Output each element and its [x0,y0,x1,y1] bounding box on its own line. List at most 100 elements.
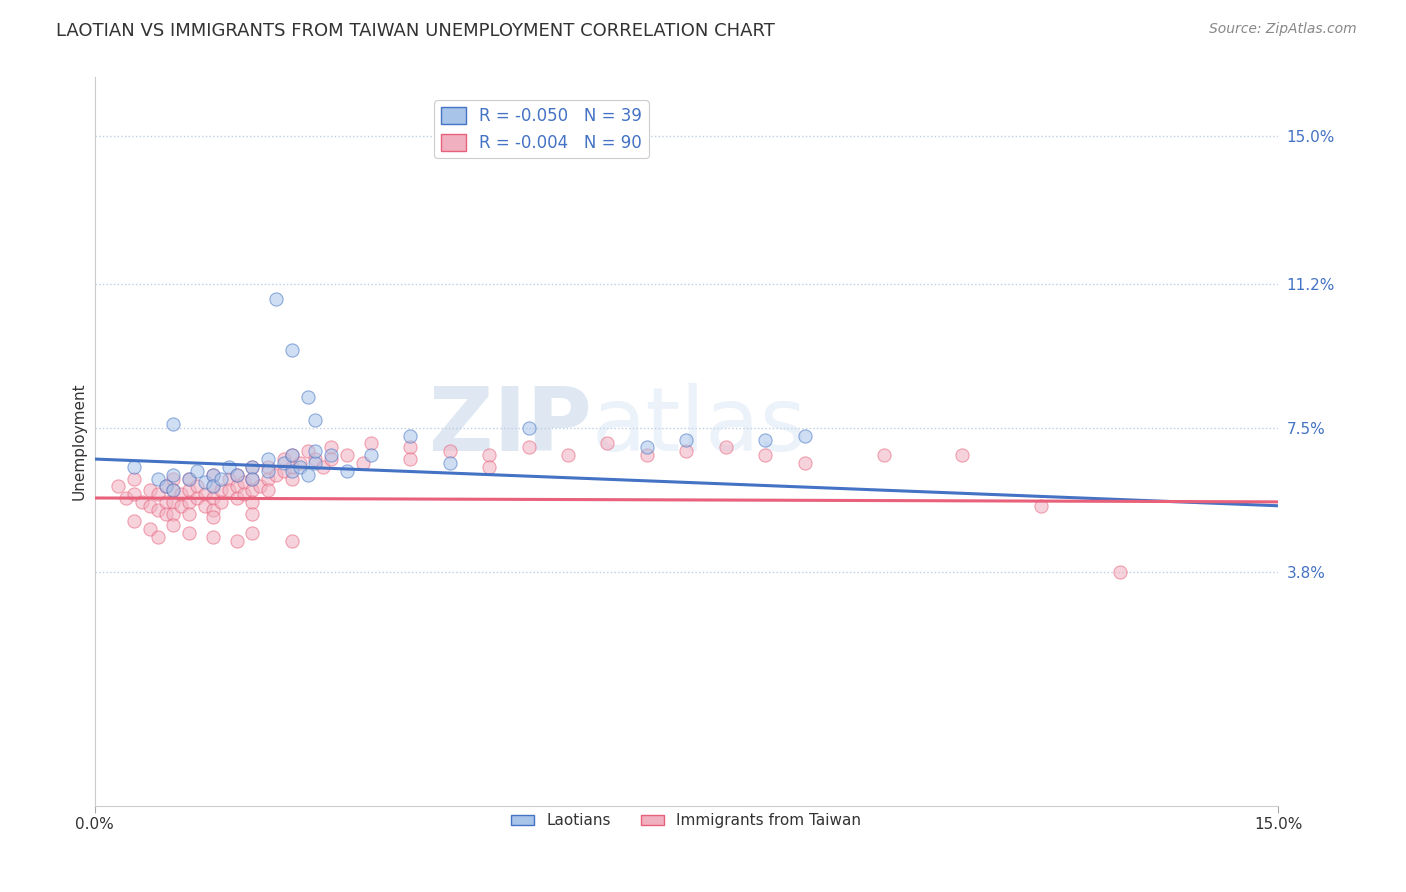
Point [201,467,224,482]
Point [321,448,343,462]
Point [122,459,145,474]
Point [186,491,208,505]
Point [240,495,263,509]
Point [162,507,184,521]
Point [201,491,224,505]
Point [209,495,232,509]
Point [194,499,217,513]
Point [281,459,304,474]
Point [304,456,326,470]
Point [336,464,359,478]
Point [162,417,184,431]
Point [162,471,184,485]
Point [155,479,177,493]
Point [952,448,974,462]
Point [179,526,201,541]
Point [186,464,208,478]
Point [240,471,263,485]
Point [273,456,295,470]
Point [240,483,263,498]
Point [162,483,184,498]
Point [257,483,280,498]
Point [162,483,184,498]
Point [122,514,145,528]
Point [249,479,271,493]
Point [240,459,263,474]
Point [233,475,256,490]
Point [115,491,138,505]
Point [872,448,894,462]
Point [304,413,326,427]
Point [107,479,129,493]
Point [122,487,145,501]
Point [179,495,201,509]
Point [297,390,319,404]
Point [201,479,224,493]
Point [162,467,184,482]
Point [517,441,540,455]
Point [218,483,240,498]
Point [257,459,280,474]
Point [273,452,295,467]
Point [1109,565,1132,579]
Point [399,428,422,442]
Point [240,459,263,474]
Point [179,471,201,485]
Point [155,507,177,521]
Point [209,471,232,485]
Point [478,448,501,462]
Point [675,433,697,447]
Point [352,456,374,470]
Point [186,479,208,493]
Legend: Laotians, Immigrants from Taiwan: Laotians, Immigrants from Taiwan [505,807,868,834]
Point [478,459,501,474]
Point [201,479,224,493]
Point [321,452,343,467]
Point [194,487,217,501]
Point [754,448,776,462]
Point [155,479,177,493]
Point [297,467,319,482]
Point [162,495,184,509]
Text: atlas: atlas [592,384,807,470]
Point [201,510,224,524]
Point [517,421,540,435]
Point [399,452,422,467]
Point [218,459,240,474]
Point [201,467,224,482]
Point [257,464,280,478]
Point [170,487,193,501]
Point [281,471,304,485]
Point [179,471,201,485]
Point [146,502,169,516]
Point [264,293,287,307]
Point [754,433,776,447]
Point [281,533,304,548]
Point [675,444,697,458]
Text: Source: ZipAtlas.com: Source: ZipAtlas.com [1209,22,1357,37]
Point [201,502,224,516]
Point [194,475,217,490]
Point [439,456,461,470]
Point [233,487,256,501]
Point [281,343,304,357]
Point [146,487,169,501]
Point [225,467,247,482]
Y-axis label: Unemployment: Unemployment [72,383,86,500]
Point [304,452,326,467]
Point [596,436,619,450]
Point [281,464,304,478]
Point [225,479,247,493]
Point [170,499,193,513]
Point [179,507,201,521]
Point [793,428,815,442]
Point [360,448,382,462]
Point [714,441,737,455]
Point [439,444,461,458]
Point [131,495,153,509]
Point [139,483,162,498]
Point [225,467,247,482]
Point [636,448,658,462]
Point [146,471,169,485]
Point [162,518,184,533]
